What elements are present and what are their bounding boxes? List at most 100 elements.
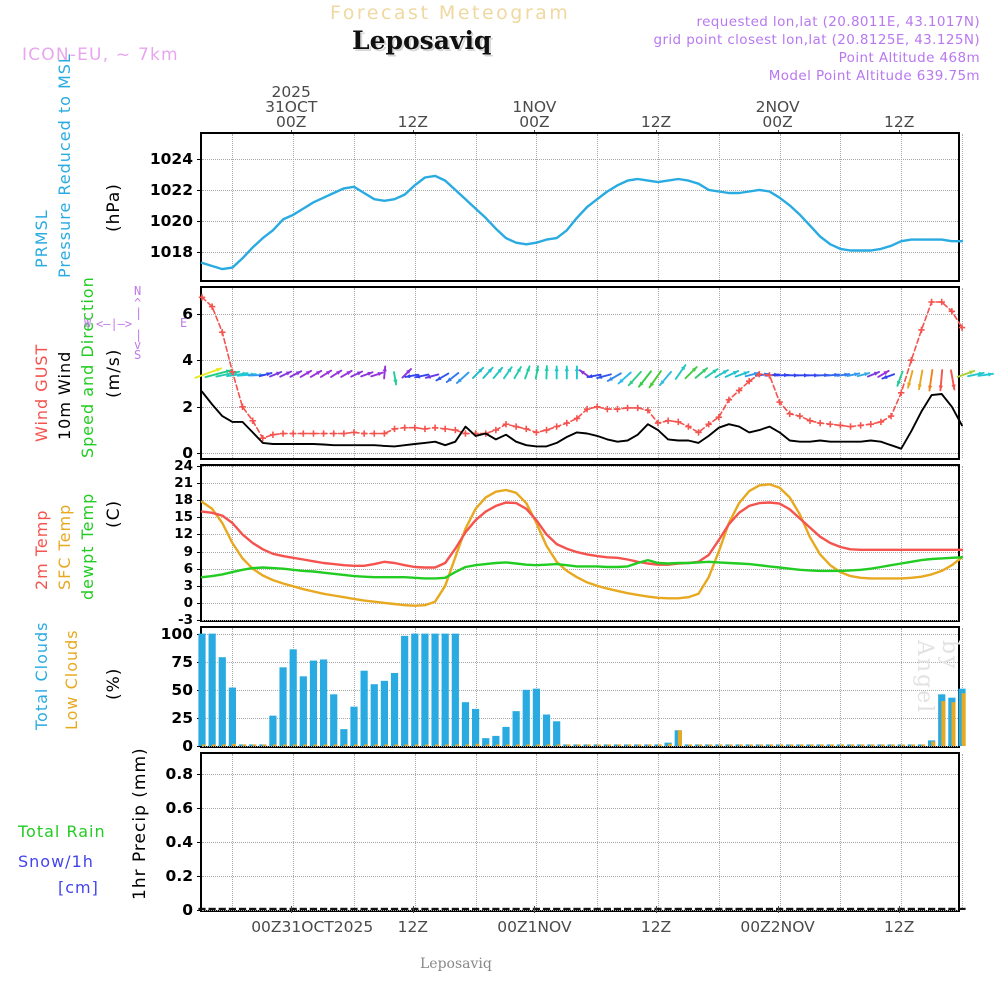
time-tick-label: 2NOV 00Z: [755, 98, 800, 131]
gridline-vertical: [354, 628, 355, 746]
y-tick-mark: [197, 910, 202, 911]
y-axis-label: 15: [174, 509, 193, 526]
side-label-total-clouds: Total Clouds: [32, 621, 51, 731]
y-tick-mark: [197, 842, 202, 844]
gridline-vertical: [232, 628, 234, 746]
gridline-horizontal: [202, 661, 958, 663]
bottom-time-axis: 00Z31OCT2025 12Z 00Z1NOV 12Z 00Z2NOV 12Z: [200, 906, 960, 982]
side-label-dewpt-temp: dewpt Temp: [78, 492, 97, 600]
panel-clouds: 0 25 50 75 100: [161, 625, 966, 755]
gridline-vertical: [901, 466, 903, 620]
gridline-vertical: [475, 466, 477, 620]
gridline-vertical: [718, 466, 720, 620]
compass-east-label: E: [180, 316, 188, 330]
compass-north-arrow: ^: [134, 296, 142, 310]
precip-bars: [198, 907, 966, 910]
gridline-vertical: [597, 628, 599, 746]
y-axis-label: 0.8: [165, 765, 193, 784]
time-tick-label: 12Z: [640, 918, 672, 936]
y-tick-mark: [197, 585, 202, 587]
gridline-vertical: [536, 754, 538, 910]
side-label-pressure-msl: Pressure Reduced to MSL: [55, 53, 74, 278]
time-tick-mark: [534, 906, 536, 913]
gridline-vertical: [718, 288, 720, 458]
time-tick-mark: [899, 906, 901, 913]
gridline-vertical: [475, 754, 477, 910]
gridline-vertical: [597, 466, 599, 620]
gridline-vertical: [658, 134, 659, 280]
y-axis-label: 6: [183, 560, 193, 577]
gridline-horizontal: [202, 808, 958, 810]
y-axis-label: 0: [182, 444, 193, 463]
grid-point-coords: grid point closest lon,lat (20.8125E, 43…: [653, 32, 980, 48]
compass-north-label: N: [134, 284, 142, 298]
gridline-horizontal: [202, 500, 958, 502]
panel-pressure: 1018 1020 1022 1024: [150, 132, 964, 282]
gridline-horizontal: [202, 585, 958, 587]
panel-pressure-plot: [200, 174, 964, 271]
time-tick-label: 12Z: [640, 113, 672, 131]
gridline-vertical: [840, 628, 842, 746]
data-markers: [198, 294, 966, 442]
y-tick-mark: [197, 746, 202, 747]
gridline-horizontal: [202, 360, 958, 362]
side-label-2m-temp: 2m Temp: [32, 509, 51, 591]
data-line: [200, 556, 964, 580]
gridline-vertical: [840, 288, 842, 458]
gridline-vertical: [779, 288, 781, 458]
compass-vline-top: |: [135, 306, 143, 320]
wind-compass-legend: N ^ | <—|—> | v S W E: [84, 284, 198, 364]
gridline-horizontal: [202, 189, 958, 191]
gridline-vertical: [475, 628, 477, 746]
y-axis-label: 24: [174, 458, 193, 474]
y-axis-label: 12: [174, 526, 193, 543]
gridline-horizontal: [202, 910, 958, 911]
y-axis-label: 4: [182, 351, 193, 370]
gridline-vertical: [475, 134, 477, 280]
data-line: [201, 296, 963, 439]
gridline-horizontal: [202, 453, 958, 455]
y-axis-label: 0.2: [165, 867, 193, 886]
gridline-vertical: [536, 628, 538, 746]
gridline-vertical: [901, 628, 903, 746]
y-tick-mark: [197, 313, 202, 315]
gridline-vertical: [293, 466, 295, 620]
compass-south-arrow: v: [134, 338, 142, 352]
time-tick-mark: [777, 906, 779, 913]
gridline-horizontal: [202, 158, 958, 160]
panel-precip: 0 0.2 0.4 0.6 0.8: [166, 752, 966, 919]
watermark: by Angel: [912, 640, 962, 715]
gridline-vertical: [597, 754, 599, 910]
gridline-vertical: [718, 628, 720, 746]
gridline-vertical: [840, 466, 842, 620]
gridline-horizontal: [202, 517, 958, 519]
gridline-vertical: [901, 134, 903, 280]
side-label-wind-gust: Wind GUST: [32, 343, 51, 442]
gridline-vertical: [718, 754, 720, 910]
y-axis-label: 0: [182, 737, 193, 755]
y-tick-mark: [197, 252, 202, 254]
side-label-10m-wind: 10m Wind: [55, 350, 74, 440]
y-tick-mark: [197, 189, 202, 191]
time-tick-mark: [412, 906, 414, 913]
panel-temperature: -3 0 3 6 9 12 15 18 21 24: [174, 458, 964, 628]
wind-direction-arrows: [194, 364, 994, 392]
y-axis-label: 0: [182, 901, 193, 919]
gridline-horizontal: [202, 406, 958, 408]
time-tick-mark: [656, 906, 657, 913]
y-tick-mark: [197, 483, 202, 485]
gridline-vertical: [718, 134, 720, 280]
y-tick-mark: [197, 568, 202, 570]
time-tick-label: 12Z: [397, 113, 428, 131]
gridline-vertical: [779, 628, 781, 746]
panel-clouds-plot: [198, 633, 966, 746]
y-axis-label: -3: [178, 612, 193, 628]
gridline-vertical: [962, 754, 963, 910]
y-axis-label: 3: [183, 577, 193, 594]
y-axis-label: 0.6: [165, 799, 193, 818]
side-label-total-rain: Total Rain: [18, 822, 106, 841]
y-tick-mark: [197, 466, 202, 467]
y-axis-label: 100: [160, 624, 193, 643]
gridline-horizontal: [202, 746, 958, 747]
gridline-vertical: [414, 466, 416, 620]
